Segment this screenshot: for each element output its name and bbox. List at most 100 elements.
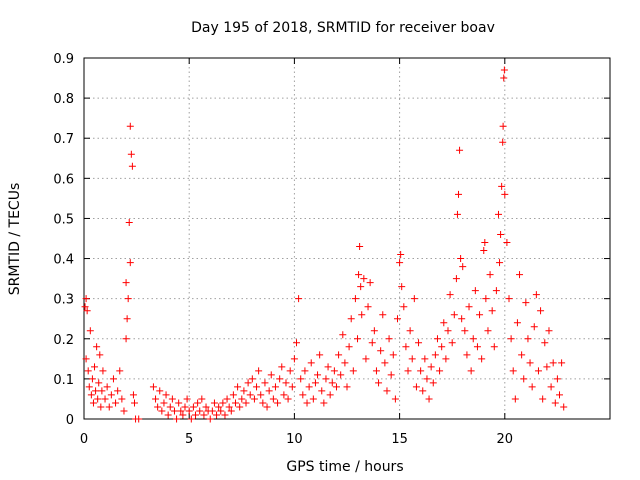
data-point	[551, 399, 559, 407]
data-point	[494, 210, 502, 218]
y-axis-label: SRMTID / TECUs	[7, 183, 23, 296]
data-point	[326, 391, 334, 399]
data-point	[215, 403, 223, 411]
data-point	[481, 239, 489, 247]
data-point	[127, 150, 135, 158]
data-point	[400, 303, 408, 311]
grid-lines	[84, 58, 610, 419]
data-point	[177, 407, 185, 415]
data-point	[322, 375, 330, 383]
data-point	[456, 146, 464, 154]
data-point	[122, 335, 130, 343]
data-point	[160, 399, 168, 407]
data-point	[175, 399, 183, 407]
data-point	[99, 367, 107, 375]
data-point	[278, 363, 286, 371]
data-point	[269, 395, 277, 403]
data-point	[107, 391, 115, 399]
data-point	[345, 343, 353, 351]
data-point	[303, 399, 311, 407]
y-tick-label: 0.2	[53, 333, 74, 348]
data-point	[200, 411, 208, 419]
data-point	[440, 319, 448, 327]
data-point	[123, 315, 131, 323]
data-point	[541, 339, 549, 347]
data-point	[231, 399, 239, 407]
data-point	[370, 327, 378, 335]
y-tick-label: 0.8	[53, 92, 74, 107]
data-point	[282, 379, 290, 387]
data-point	[240, 387, 248, 395]
data-point	[417, 367, 425, 375]
data-point	[299, 391, 307, 399]
data-point	[196, 407, 204, 415]
data-point	[450, 311, 458, 319]
data-point	[236, 403, 244, 411]
data-point	[459, 263, 467, 271]
data-point	[198, 395, 206, 403]
data-point	[185, 407, 193, 415]
data-point	[101, 395, 109, 403]
data-point	[96, 351, 104, 359]
data-point	[206, 415, 214, 423]
data-point	[473, 343, 481, 351]
data-point	[246, 391, 254, 399]
data-point	[553, 375, 561, 383]
data-point	[383, 387, 391, 395]
data-point	[486, 271, 494, 279]
data-point	[509, 367, 517, 375]
data-point	[537, 307, 545, 315]
data-point	[202, 403, 210, 411]
data-point	[396, 259, 404, 267]
data-point	[507, 335, 515, 343]
x-axis-ticks: 0 5 10 15 20	[80, 58, 513, 447]
data-point	[368, 339, 376, 347]
data-point	[501, 190, 509, 198]
data-point	[558, 359, 566, 367]
data-point	[208, 407, 216, 415]
data-point	[116, 367, 124, 375]
data-point	[372, 367, 380, 375]
data-point	[455, 190, 463, 198]
data-point	[520, 375, 528, 383]
data-point	[88, 375, 96, 383]
data-point	[95, 379, 103, 387]
data-point	[129, 391, 137, 399]
data-point	[480, 247, 488, 255]
data-point	[339, 331, 347, 339]
data-point	[227, 407, 235, 415]
data-point	[85, 383, 93, 391]
data-point	[354, 335, 362, 343]
data-point	[280, 391, 288, 399]
data-point	[404, 367, 412, 375]
y-tick-label: 0.3	[53, 293, 74, 308]
data-point	[518, 351, 526, 359]
data-point	[318, 387, 326, 395]
data-point	[465, 303, 473, 311]
data-point	[457, 255, 465, 263]
data-point	[467, 367, 475, 375]
data-point	[356, 243, 364, 251]
data-point	[311, 379, 319, 387]
data-point	[91, 363, 99, 371]
data-point	[364, 303, 372, 311]
data-point	[89, 399, 97, 407]
data-point	[389, 351, 397, 359]
data-point	[84, 367, 92, 375]
data-point	[458, 315, 466, 323]
data-point	[375, 379, 383, 387]
data-point	[499, 138, 507, 146]
data-point	[126, 122, 134, 130]
data-point	[469, 335, 477, 343]
data-point	[181, 403, 189, 411]
data-point	[125, 218, 133, 226]
data-point	[297, 375, 305, 383]
data-point	[406, 327, 414, 335]
data-point	[274, 399, 282, 407]
data-point	[183, 395, 191, 403]
data-point	[539, 395, 547, 403]
data-point	[408, 355, 416, 363]
data-point	[379, 311, 387, 319]
data-point	[187, 415, 195, 423]
data-point	[500, 74, 508, 82]
